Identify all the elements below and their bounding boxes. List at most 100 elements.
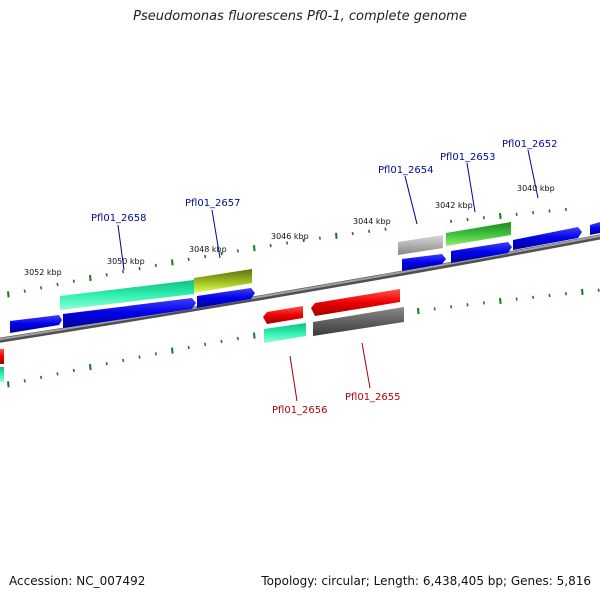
gene-bar[interactable]	[60, 280, 194, 310]
cds-arrow[interactable]	[451, 242, 512, 263]
gene-label[interactable]: Pfl01_2658	[91, 213, 147, 224]
minor-tick	[220, 339, 223, 344]
gene-label[interactable]: Pfl01_2654	[378, 165, 434, 176]
minor-tick	[105, 362, 108, 366]
accession-text: Accession: NC_007492	[9, 574, 146, 588]
minor-tick	[187, 345, 190, 350]
kbp-label: 3042 kbp	[435, 201, 473, 210]
map-title: Pseudomonas fluorescens Pf0-1, complete …	[133, 9, 467, 24]
minor-tick	[433, 307, 436, 311]
minor-tick	[138, 355, 141, 359]
major-tick	[499, 212, 502, 220]
minor-tick	[122, 269, 125, 274]
minor-tick	[466, 303, 469, 307]
gene-arrow[interactable]	[263, 306, 303, 324]
minor-tick	[450, 219, 453, 223]
gene-bar[interactable]	[0, 349, 4, 364]
major-tick	[89, 364, 92, 371]
major-tick	[89, 274, 92, 282]
gene-arrow[interactable]	[311, 289, 400, 316]
minor-tick	[122, 358, 125, 363]
minor-tick	[466, 217, 469, 222]
genome-summary-text: Topology: circular; Length: 6,438,405 bp…	[261, 574, 591, 588]
gene-bar[interactable]	[194, 269, 252, 293]
major-tick	[253, 332, 256, 339]
cds-arrow[interactable]	[197, 288, 255, 308]
gene-bar[interactable]	[446, 222, 511, 246]
minor-tick	[450, 305, 453, 309]
minor-tick	[482, 301, 485, 305]
major-tick	[499, 297, 502, 305]
minor-tick	[187, 257, 190, 262]
minor-tick	[515, 297, 518, 301]
minor-tick	[351, 231, 354, 236]
minor-tick	[564, 207, 567, 212]
cds-arrow[interactable]	[402, 254, 446, 271]
genome-backbone	[0, 234, 600, 343]
gene-bar[interactable]	[0, 367, 4, 382]
kbp-label: 3048 kbp	[189, 245, 227, 254]
minor-tick	[384, 227, 387, 231]
minor-tick	[318, 236, 321, 240]
minor-tick	[532, 210, 535, 215]
minor-tick	[56, 372, 59, 376]
minor-tick	[72, 279, 75, 283]
kbp-label: 3046 kbp	[271, 232, 309, 241]
minor-tick	[286, 241, 289, 245]
minor-tick	[515, 212, 518, 216]
major-tick	[253, 245, 256, 252]
major-tick	[171, 347, 174, 354]
minor-tick	[204, 254, 207, 259]
minor-tick	[40, 375, 43, 380]
major-tick	[417, 307, 420, 315]
kbp-label: 3050 kbp	[107, 257, 145, 266]
gene-bar[interactable]	[313, 307, 404, 336]
minor-tick	[138, 266, 141, 271]
minor-tick	[236, 249, 239, 253]
gene-label[interactable]: Pfl01_2652	[502, 139, 558, 150]
gene-label[interactable]: Pfl01_2657	[185, 198, 241, 209]
kbp-label: 3052 kbp	[24, 268, 62, 277]
cds-arrow[interactable]	[63, 298, 196, 328]
gene-bar[interactable]	[264, 323, 306, 343]
cds-arrow[interactable]	[590, 222, 600, 235]
cds-arrow[interactable]	[513, 227, 582, 250]
inner-tick-row	[7, 288, 600, 388]
outer-tick-row	[7, 207, 567, 298]
major-tick	[171, 259, 174, 266]
label-leaders	[117, 149, 539, 402]
forward-cds-track	[10, 222, 600, 333]
minor-tick	[23, 289, 26, 293]
minor-tick	[548, 293, 551, 298]
major-tick	[581, 288, 584, 295]
forward-gene-track	[60, 222, 511, 310]
gene-labels: Pfl01_2658 Pfl01_2657 Pfl01_2654 Pfl01_2…	[91, 139, 558, 416]
kbp-label: 3044 kbp	[353, 217, 391, 226]
minor-tick	[220, 252, 223, 256]
minor-tick	[269, 243, 272, 248]
minor-tick	[154, 352, 157, 356]
minor-tick	[548, 209, 551, 213]
gene-label[interactable]: Pfl01_2655	[345, 392, 401, 403]
minor-tick	[105, 273, 108, 277]
gene-label[interactable]: Pfl01_2656	[272, 405, 328, 416]
minor-tick	[154, 263, 157, 268]
minor-tick	[236, 336, 239, 341]
minor-tick	[368, 229, 371, 233]
minor-tick	[40, 286, 43, 290]
minor-tick	[532, 295, 535, 299]
gene-bar[interactable]	[398, 235, 443, 255]
reverse-gene-track	[0, 289, 404, 382]
gene-label[interactable]: Pfl01_2653	[440, 152, 496, 163]
minor-tick	[72, 368, 75, 373]
minor-tick	[597, 288, 600, 292]
major-tick	[7, 381, 10, 388]
minor-tick	[204, 342, 207, 347]
minor-tick	[482, 216, 485, 220]
major-tick	[7, 291, 10, 298]
cds-arrow[interactable]	[10, 315, 62, 333]
minor-tick	[56, 282, 59, 287]
major-tick	[335, 232, 338, 239]
